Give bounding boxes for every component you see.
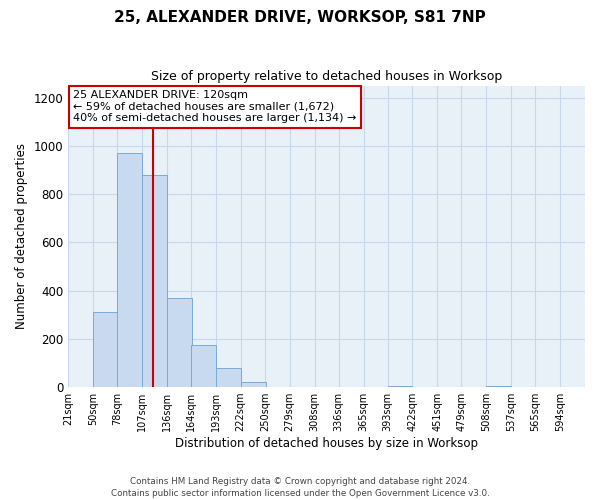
Bar — [241, 382, 266, 387]
Bar — [486, 386, 511, 387]
Text: 25 ALEXANDER DRIVE: 120sqm
← 59% of detached houses are smaller (1,672)
40% of s: 25 ALEXANDER DRIVE: 120sqm ← 59% of deta… — [73, 90, 357, 124]
Text: Contains HM Land Registry data © Crown copyright and database right 2024.
Contai: Contains HM Land Registry data © Crown c… — [110, 476, 490, 498]
Bar — [142, 175, 167, 387]
X-axis label: Distribution of detached houses by size in Worksop: Distribution of detached houses by size … — [175, 437, 478, 450]
Y-axis label: Number of detached properties: Number of detached properties — [15, 144, 28, 330]
Bar — [93, 312, 118, 387]
Bar — [216, 368, 241, 387]
Bar — [191, 345, 216, 387]
Text: 25, ALEXANDER DRIVE, WORKSOP, S81 7NP: 25, ALEXANDER DRIVE, WORKSOP, S81 7NP — [114, 10, 486, 25]
Bar — [117, 153, 142, 387]
Title: Size of property relative to detached houses in Worksop: Size of property relative to detached ho… — [151, 70, 502, 83]
Bar — [388, 386, 412, 387]
Bar — [167, 298, 192, 387]
